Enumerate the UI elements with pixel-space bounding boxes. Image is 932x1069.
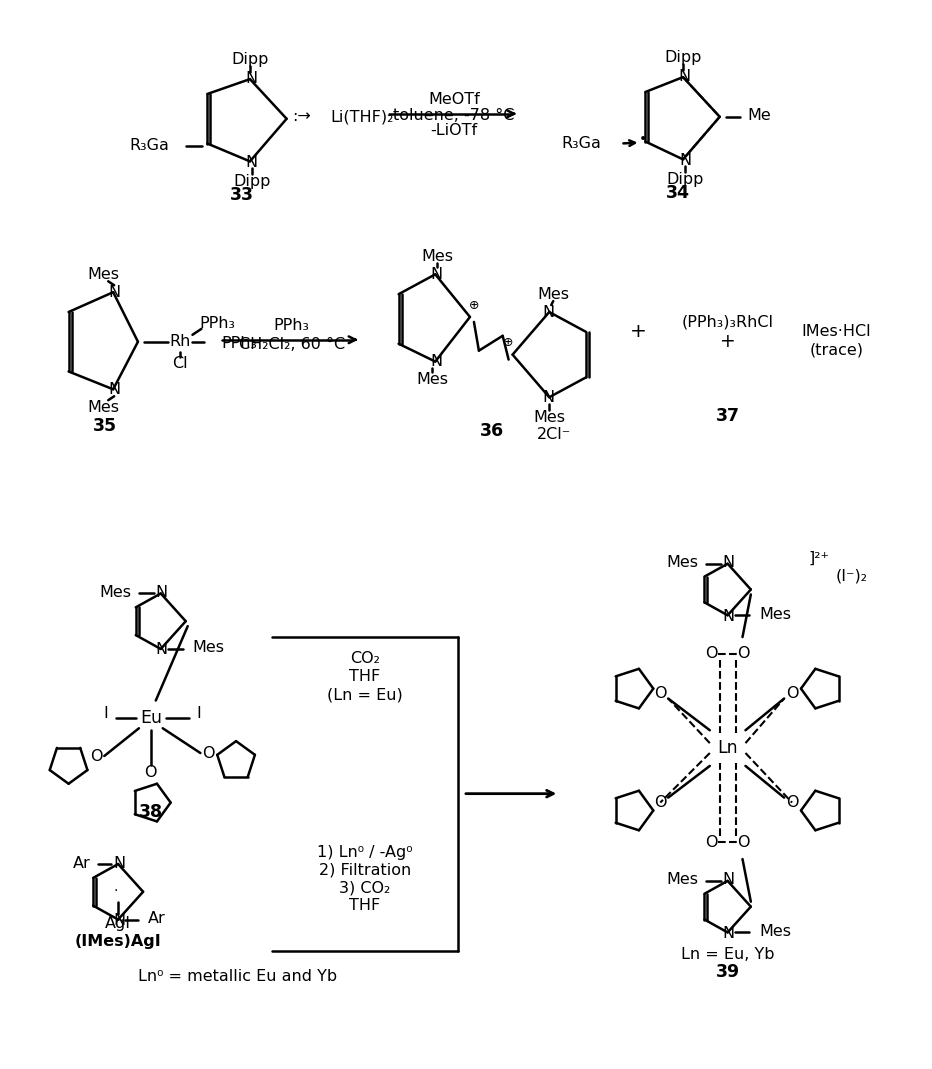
Text: I: I: [196, 706, 200, 721]
Text: 34: 34: [666, 184, 690, 202]
Text: R₃Ga: R₃Ga: [561, 136, 601, 151]
Text: Mes: Mes: [665, 872, 698, 887]
Text: R₃Ga: R₃Ga: [130, 138, 170, 153]
Text: CO₂: CO₂: [350, 651, 380, 666]
Text: Mes: Mes: [88, 400, 119, 415]
Text: •: •: [639, 131, 648, 145]
Text: Mes: Mes: [760, 607, 791, 622]
Text: Ln: Ln: [718, 739, 738, 757]
Text: I: I: [103, 706, 109, 721]
Text: AgI: AgI: [105, 916, 131, 931]
Text: 38: 38: [139, 804, 163, 821]
Text: Mes: Mes: [533, 409, 565, 424]
Text: N: N: [156, 585, 168, 600]
Text: Rh: Rh: [169, 335, 190, 350]
Text: (trace): (trace): [810, 342, 864, 357]
Text: (I⁻)₂: (I⁻)₂: [835, 568, 868, 583]
Text: Mes: Mes: [99, 585, 131, 600]
Text: ⊕: ⊕: [469, 298, 479, 311]
Text: N: N: [542, 305, 555, 320]
Text: Mes: Mes: [760, 924, 791, 939]
Text: O: O: [737, 835, 749, 850]
Text: 2Cl⁻: 2Cl⁻: [537, 428, 571, 443]
Text: Eu: Eu: [140, 710, 162, 727]
Text: Ln⁰ = metallic Eu and Yb: Ln⁰ = metallic Eu and Yb: [138, 969, 336, 983]
Text: N: N: [108, 284, 120, 299]
Text: N: N: [722, 926, 734, 941]
Text: N: N: [678, 153, 692, 168]
Text: (PPh₃)₃RhCl: (PPh₃)₃RhCl: [681, 314, 774, 329]
Text: IMes·HCl: IMes·HCl: [802, 324, 871, 339]
Text: (IMes)AgI: (IMes)AgI: [75, 934, 161, 949]
Text: N: N: [156, 642, 168, 657]
Text: O: O: [706, 647, 718, 662]
Text: N: N: [722, 872, 734, 887]
Text: :→: :→: [293, 109, 311, 124]
Text: Mes: Mes: [665, 555, 698, 570]
Text: PPh₃: PPh₃: [199, 316, 235, 331]
Text: ·: ·: [114, 884, 118, 898]
Text: O: O: [654, 795, 666, 810]
Text: 3) CO₂: 3) CO₂: [339, 880, 391, 896]
Text: N: N: [722, 608, 734, 624]
Text: N: N: [108, 382, 120, 397]
Text: ]²⁺: ]²⁺: [808, 552, 829, 567]
Text: THF: THF: [350, 669, 380, 684]
Text: THF: THF: [350, 898, 380, 913]
Text: N: N: [246, 155, 258, 170]
Text: 35: 35: [93, 417, 117, 435]
Text: Ar: Ar: [148, 911, 166, 926]
Text: N: N: [431, 267, 443, 282]
Text: O: O: [786, 686, 799, 701]
Text: N: N: [245, 71, 257, 86]
Text: MeOTf: MeOTf: [428, 92, 480, 107]
Text: 36: 36: [480, 422, 504, 440]
Text: 39: 39: [716, 963, 740, 981]
Text: Dipp: Dipp: [666, 172, 704, 187]
Text: Dipp: Dipp: [231, 51, 268, 66]
Text: N: N: [113, 855, 125, 870]
Text: Mes: Mes: [417, 372, 448, 387]
Text: O: O: [202, 745, 214, 760]
Text: O: O: [706, 835, 718, 850]
Text: -LiOTf: -LiOTf: [431, 123, 478, 138]
Text: PPh₃: PPh₃: [274, 319, 309, 334]
Text: O: O: [144, 765, 158, 780]
Text: PPh₃: PPh₃: [221, 337, 257, 352]
Text: 1) Ln⁰ / -Ag⁰: 1) Ln⁰ / -Ag⁰: [317, 845, 413, 859]
Text: Ln = Eu, Yb: Ln = Eu, Yb: [681, 947, 774, 962]
Text: Mes: Mes: [193, 640, 225, 655]
Text: 37: 37: [716, 407, 740, 425]
Text: Dipp: Dipp: [233, 173, 270, 189]
Text: Li(THF)₂: Li(THF)₂: [330, 109, 393, 124]
Text: +: +: [630, 323, 647, 341]
Text: O: O: [654, 686, 666, 701]
Text: 33: 33: [230, 186, 254, 204]
Text: Ar: Ar: [73, 855, 90, 870]
Text: N: N: [431, 354, 443, 369]
Text: N: N: [722, 555, 734, 570]
Text: O: O: [90, 748, 103, 763]
Text: CH₂Cl₂, 60 °C: CH₂Cl₂, 60 °C: [239, 337, 345, 352]
Text: Cl: Cl: [171, 356, 187, 371]
Text: Mes: Mes: [88, 267, 119, 282]
Text: N: N: [113, 913, 125, 928]
Text: toluene, -78 °C: toluene, -78 °C: [393, 108, 514, 123]
Text: N: N: [542, 390, 555, 405]
Text: Mes: Mes: [421, 249, 453, 264]
Text: O: O: [786, 795, 799, 810]
Text: ⊕: ⊕: [503, 337, 514, 350]
Text: 2) Filtration: 2) Filtration: [319, 863, 411, 878]
Text: Me: Me: [747, 108, 771, 123]
Text: +: +: [720, 332, 735, 352]
Text: Dipp: Dipp: [665, 50, 702, 65]
Text: N: N: [678, 68, 690, 83]
Text: Mes: Mes: [537, 286, 569, 301]
Text: (Ln = Eu): (Ln = Eu): [327, 687, 403, 702]
Text: O: O: [737, 647, 749, 662]
